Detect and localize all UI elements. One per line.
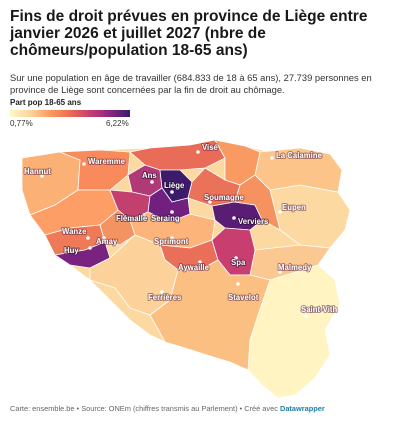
- city-flemalle[interactable]: Flémalle: [115, 213, 149, 224]
- city-vise[interactable]: Visé: [196, 142, 219, 154]
- city-ans[interactable]: Ans: [141, 170, 158, 184]
- city-hannut[interactable]: Hannut: [23, 166, 52, 178]
- legend-color-scale: [10, 110, 130, 117]
- svg-text:Aywaille: Aywaille: [178, 263, 210, 272]
- svg-text:Ans: Ans: [142, 171, 157, 180]
- datawrapper-link[interactable]: Datawrapper: [279, 404, 325, 413]
- city-liege[interactable]: Liège: [163, 180, 186, 194]
- svg-text:Sprimont: Sprimont: [154, 237, 189, 246]
- city-wanze[interactable]: Wanze: [61, 226, 90, 240]
- choropleth-map[interactable]: Visé Waremme La Calamine Hannut Ans Lièg…: [0, 130, 400, 402]
- footer-credits: Carte: ensemble.be • Source: ONEm (chiff…: [10, 404, 325, 413]
- svg-text:Amay: Amay: [96, 237, 118, 246]
- svg-text:Flémalle: Flémalle: [116, 214, 148, 223]
- svg-text:Verviers: Verviers: [238, 217, 269, 226]
- city-huy[interactable]: Huy: [63, 245, 92, 256]
- svg-text:Liège: Liège: [164, 181, 185, 190]
- legend-title: Part pop 18-65 ans: [10, 98, 82, 107]
- region-waremme[interactable]: [59, 149, 131, 191]
- svg-text:Hannut: Hannut: [24, 167, 51, 176]
- city-stavelot[interactable]: Stavelot: [227, 282, 260, 303]
- city-aywaille[interactable]: Aywaille: [177, 260, 210, 273]
- city-ferrieres[interactable]: Ferrières: [147, 290, 183, 303]
- footer-source: Carte: ensemble.be • Source: ONEm (chiff…: [10, 404, 280, 413]
- chart-description: Sur une population en âge de travailler …: [10, 72, 372, 95]
- region-verviers-east[interactable]: [234, 174, 281, 231]
- region-stavelot[interactable]: [149, 259, 271, 371]
- city-malmedy[interactable]: Malmedy: [277, 262, 313, 274]
- city-sprimont[interactable]: Sprimont: [153, 236, 189, 247]
- svg-text:Spa: Spa: [231, 258, 246, 267]
- city-la-calamine[interactable]: La Calamine: [270, 150, 323, 161]
- svg-text:Waremme: Waremme: [88, 157, 126, 166]
- svg-text:La Calamine: La Calamine: [276, 151, 323, 160]
- svg-text:Visé: Visé: [202, 143, 219, 152]
- city-spa[interactable]: Spa: [230, 256, 247, 268]
- city-saint-vith[interactable]: Saint-Vith: [300, 304, 338, 318]
- svg-text:Ferrières: Ferrières: [148, 293, 182, 302]
- city-seraing[interactable]: Seraing: [150, 210, 181, 224]
- svg-text:Saint-Vith: Saint-Vith: [301, 305, 337, 314]
- svg-text:Stavelot: Stavelot: [228, 293, 259, 302]
- city-waremme[interactable]: Waremme: [82, 156, 127, 167]
- city-eupen[interactable]: Eupen: [278, 202, 307, 214]
- svg-text:Eupen: Eupen: [282, 203, 306, 212]
- chart-title: Fins de droit prévues en province de Liè…: [10, 8, 368, 59]
- city-verviers[interactable]: Verviers: [232, 216, 270, 227]
- city-amay[interactable]: Amay: [95, 236, 119, 247]
- city-soumagne[interactable]: Soumagne: [203, 192, 245, 204]
- legend-min-label: 0,77%: [10, 119, 33, 128]
- svg-text:Malmedy: Malmedy: [278, 263, 312, 272]
- svg-text:Wanze: Wanze: [62, 227, 87, 236]
- legend-max-label: 6,22%: [106, 119, 129, 128]
- svg-text:Huy: Huy: [64, 246, 79, 255]
- svg-text:Soumagne: Soumagne: [204, 193, 245, 202]
- svg-text:Seraing: Seraing: [151, 214, 180, 223]
- city-markers: Visé Waremme La Calamine Hannut Ans Lièg…: [23, 142, 338, 318]
